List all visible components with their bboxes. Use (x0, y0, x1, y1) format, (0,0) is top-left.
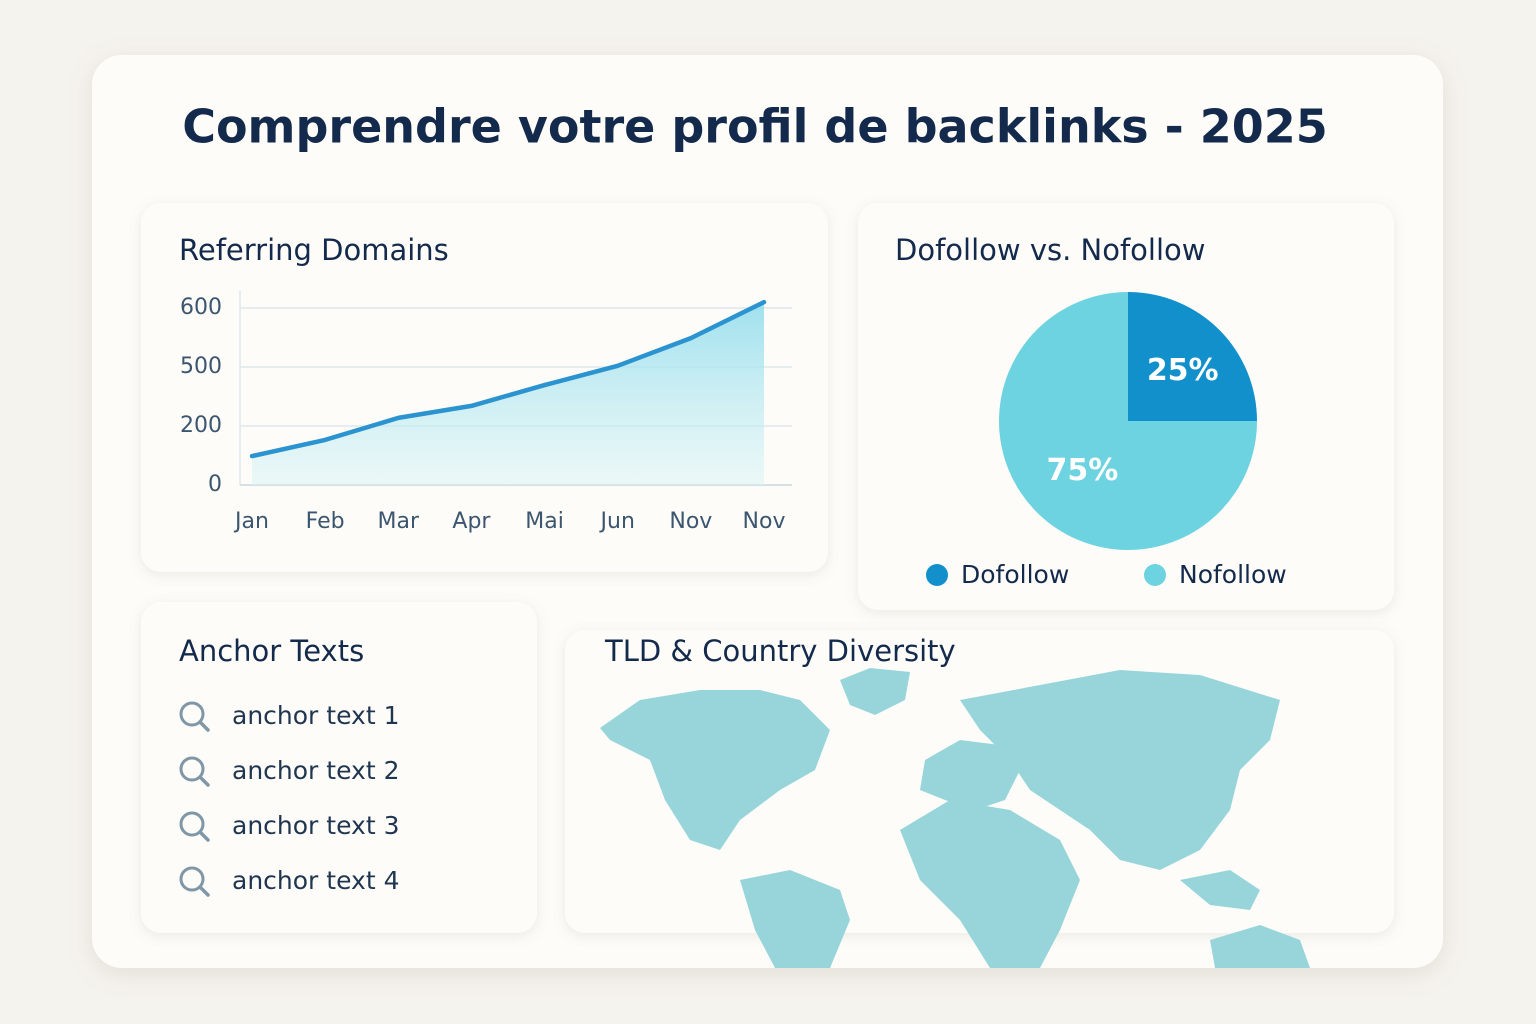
search-icon (179, 811, 205, 837)
x-tick-label: Nov (743, 509, 786, 534)
anchor-title: Anchor Texts (179, 634, 364, 668)
slice-label: 75% (1046, 453, 1118, 488)
africa (900, 800, 1080, 968)
anchor-text: anchor text 3 (232, 811, 399, 840)
y-tick-label: 0 (208, 472, 222, 497)
australia (1210, 925, 1310, 968)
x-tick-label: Jun (599, 509, 635, 534)
search-icon (179, 756, 205, 782)
europe (920, 740, 1020, 810)
x-tick-label: Nov (669, 509, 712, 534)
anchor-text: anchor text 4 (232, 866, 399, 895)
indonesia (1180, 870, 1260, 910)
search-icon (198, 775, 210, 787)
search-icon (179, 866, 205, 892)
y-tick-label: 200 (180, 413, 222, 438)
x-tick-label: Mar (378, 509, 420, 534)
y-tick-label: 500 (180, 354, 222, 379)
anchor-text: anchor text 1 (232, 701, 399, 730)
pie-slice (999, 292, 1257, 550)
x-tick-label: Mai (525, 509, 564, 534)
search-icon (179, 701, 205, 727)
y-tick-label: 600 (180, 295, 222, 320)
chart-title: Referring Domains (179, 233, 449, 267)
x-tick-label: Jan (233, 509, 269, 534)
legend-label: Nofollow (1179, 560, 1287, 589)
x-tick-label: Feb (306, 509, 345, 534)
world-map (600, 668, 1310, 968)
asia (960, 670, 1280, 870)
line (249, 299, 767, 459)
anchor-text: anchor text 2 (232, 756, 399, 785)
legend-swatch (926, 564, 948, 586)
search-icon (198, 885, 210, 897)
pie-slice (1128, 292, 1257, 421)
legend-label: Dofollow (961, 560, 1069, 589)
greenland (840, 668, 910, 715)
area (252, 302, 764, 485)
search-icon (198, 830, 210, 842)
slice-label: 25% (1147, 353, 1219, 388)
south-america (740, 870, 850, 968)
map-title: TLD & Country Diversity (604, 634, 956, 668)
page-title: Comprendre votre profil de backlinks - 2… (182, 100, 1328, 154)
north-america (600, 690, 830, 850)
legend-swatch (1144, 564, 1166, 586)
search-icon (198, 720, 210, 732)
x-tick-label: Apr (452, 509, 491, 534)
anchor-list: anchor text 1 anchor text 2 anchor text 3 a… (179, 701, 399, 897)
chart-title: Dofollow vs. Nofollow (895, 233, 1206, 267)
anchor-panel (141, 602, 537, 933)
